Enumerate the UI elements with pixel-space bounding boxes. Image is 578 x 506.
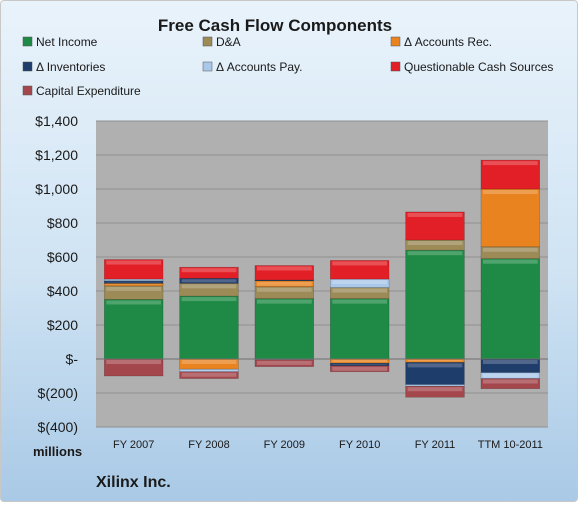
- bar-highlight: [482, 360, 538, 364]
- y-tick-label: $600: [47, 249, 78, 265]
- bar-highlight: [181, 372, 237, 377]
- y-axis: $1,400 $1,200 $1,000 $800 $600 $400 $200 $- $(20…: [35, 113, 78, 435]
- bar-highlight: [332, 366, 388, 371]
- legend-swatch: [22, 61, 33, 72]
- y-tick-label: $1,000: [35, 181, 78, 197]
- y-tick-label: $(200): [38, 385, 78, 401]
- bar-highlight: [407, 251, 463, 256]
- legend-label: Δ Accounts Pay.: [216, 60, 303, 74]
- bar-segment: [254, 265, 315, 281]
- legend-swatch: [202, 61, 213, 72]
- bar-highlight: [181, 370, 237, 371]
- bar-segment: [179, 371, 239, 379]
- legend-swatch: [390, 61, 401, 72]
- y-tick-label: $1,400: [35, 113, 78, 129]
- bar-highlight: [482, 259, 538, 264]
- bar-highlight: [181, 279, 237, 283]
- bar-highlight: [106, 300, 162, 305]
- bar-highlight: [256, 287, 312, 292]
- bar-segment: [103, 283, 164, 287]
- bar-highlight: [256, 360, 312, 365]
- legend-label: Capital Expenditure: [36, 84, 141, 98]
- legend-label: Δ Accounts Rec.: [404, 35, 492, 49]
- y-tick-label: $(400): [38, 419, 78, 435]
- company-name: Xilinx Inc.: [96, 474, 171, 491]
- bar-highlight: [482, 247, 538, 252]
- bar-highlight: [181, 360, 237, 364]
- bar-segment: [179, 295, 239, 360]
- bar-highlight: [482, 190, 538, 194]
- bar-segment: [480, 159, 541, 190]
- bar-segment: [103, 259, 164, 280]
- bar-highlight: [332, 280, 388, 285]
- bar-segment: [329, 260, 390, 280]
- bars: [96, 159, 548, 398]
- bar-highlight: [332, 299, 388, 304]
- x-tick-label: FY 2011: [415, 439, 456, 451]
- plot-area: [96, 121, 548, 427]
- bar-highlight: [407, 363, 463, 368]
- bar-segment: [405, 211, 465, 241]
- bar-highlight: [482, 379, 538, 384]
- y-tick-label: $-: [66, 351, 79, 367]
- bar-highlight: [332, 364, 388, 365]
- x-tick-label: FY 2009: [264, 439, 305, 451]
- legend-swatch: [22, 85, 33, 96]
- gridlines: [96, 120, 548, 428]
- bar-segment: [480, 378, 541, 390]
- bar-highlight: [482, 373, 538, 378]
- bar-highlight: [256, 299, 312, 304]
- bar-segment: [405, 249, 465, 360]
- legend-swatch: [390, 36, 401, 47]
- bar-highlight: [256, 266, 312, 271]
- chart-title: Free Cash Flow Components: [158, 16, 392, 35]
- bar-segment: [179, 266, 239, 279]
- bar-highlight: [181, 297, 237, 302]
- legend: Net Income D&A Δ Accounts Rec. Δ Inventorie…: [22, 35, 553, 98]
- bar-highlight: [332, 288, 388, 293]
- y-tick-label: $400: [47, 283, 78, 299]
- units-label: millions: [33, 444, 82, 459]
- y-tick-label: $1,200: [35, 147, 78, 163]
- bar-highlight: [181, 284, 237, 289]
- bar-highlight: [482, 161, 538, 166]
- bar-highlight: [106, 360, 162, 364]
- bar-highlight: [407, 387, 463, 392]
- bar-highlight: [106, 286, 162, 291]
- bar-segment: [103, 299, 164, 360]
- y-tick-label: $200: [47, 317, 78, 333]
- legend-label: Net Income: [36, 35, 98, 49]
- x-tick-label: FY 2007: [113, 439, 154, 451]
- bar-segment: [103, 278, 164, 282]
- bar-highlight: [181, 268, 237, 273]
- x-tick-label: TTM 10-2011: [478, 439, 543, 451]
- legend-label: Δ Inventories: [36, 60, 105, 74]
- legend-swatch: [202, 36, 213, 47]
- bar-highlight: [106, 260, 162, 265]
- legend-label: D&A: [216, 35, 241, 49]
- bar-highlight: [407, 212, 463, 217]
- x-axis: FY 2007 FY 2008 FY 2009 FY 2010 FY 2011 TTM 1…: [113, 439, 543, 451]
- bar-highlight: [332, 261, 388, 266]
- y-tick-label: $800: [47, 215, 78, 231]
- legend-swatch: [22, 36, 33, 47]
- legend-label: Questionable Cash Sources: [404, 60, 553, 74]
- bar-segment: [329, 298, 390, 360]
- bar-segment: [254, 298, 315, 360]
- bar-highlight: [407, 241, 463, 245]
- bar-highlight: [332, 360, 388, 363]
- x-tick-label: FY 2010: [339, 439, 380, 451]
- bar-segment: [405, 385, 465, 398]
- bar-highlight: [256, 281, 312, 286]
- x-tick-label: FY 2008: [188, 439, 229, 451]
- bar-segment: [480, 258, 541, 360]
- bar-highlight: [407, 360, 463, 362]
- bar-highlight: [106, 281, 162, 283]
- bar-highlight: [106, 284, 162, 285]
- bar-segment: [329, 365, 390, 373]
- bar-segment: [254, 359, 315, 367]
- bar-segment: [480, 188, 541, 248]
